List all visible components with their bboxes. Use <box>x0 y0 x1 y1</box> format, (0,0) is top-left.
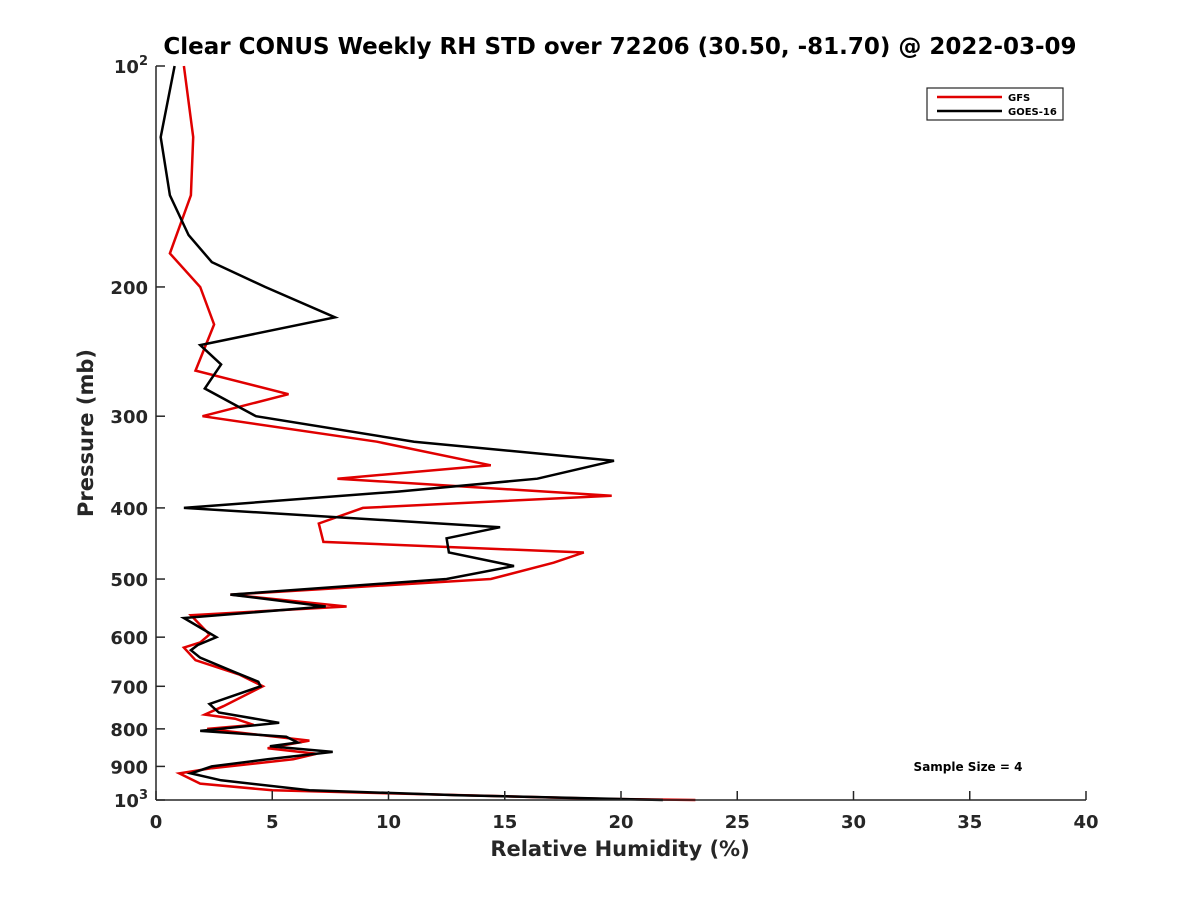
series-line-goes16 <box>159 65 663 802</box>
x-axis-ticks: 0 5 10 15 20 25 30 35 40 <box>150 791 1099 833</box>
y-axis-ticks: 102 200 300 400 500 600 700 800 900 103 <box>110 54 165 812</box>
y-tick-label: 200 <box>110 278 148 299</box>
y-tick-label: 300 <box>110 407 148 428</box>
y-tick-label: 700 <box>110 677 148 698</box>
x-tick-label: 0 <box>150 812 163 833</box>
chart-title: Clear CONUS Weekly RH STD over 72206 (30… <box>163 34 1076 60</box>
x-tick-label: 35 <box>957 812 982 833</box>
y-axis-label: Pressure (mb) <box>74 349 98 517</box>
y-tick-label: 500 <box>110 570 148 591</box>
y-tick-label: 900 <box>110 757 148 778</box>
x-tick-label: 30 <box>841 812 866 833</box>
y-tick-label: 600 <box>110 628 148 649</box>
x-axis-label: Relative Humidity (%) <box>490 837 749 861</box>
y-tick-label: 103 <box>114 788 148 812</box>
legend-gfs-label: GFS <box>1008 93 1030 104</box>
legend-goes16-label: GOES-16 <box>1008 107 1057 118</box>
y-tick-label: 102 <box>114 54 148 78</box>
x-tick-label: 25 <box>725 812 750 833</box>
plot-area: 0 5 10 15 20 25 30 35 40 102 200 300 400 500 600 700 80… <box>110 54 1098 833</box>
x-tick-label: 40 <box>1073 812 1098 833</box>
series-layer <box>159 65 696 802</box>
sample-size-annotation: Sample Size = 4 <box>914 760 1023 774</box>
x-tick-label: 10 <box>376 812 401 833</box>
y-tick-label: 800 <box>110 720 148 741</box>
x-tick-label: 5 <box>266 812 279 833</box>
legend: GFS GOES-16 <box>926 87 1064 121</box>
legend-box <box>926 87 1064 121</box>
x-tick-label: 20 <box>608 812 633 833</box>
x-tick-label: 15 <box>492 812 517 833</box>
y-tick-label: 400 <box>110 499 148 520</box>
